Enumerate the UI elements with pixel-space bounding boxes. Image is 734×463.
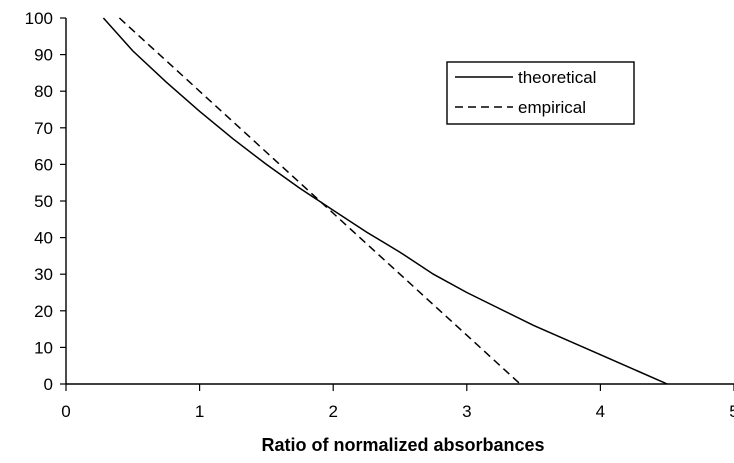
y-tick-label: 90 (34, 46, 53, 65)
x-axis-ticks: 0 1 2 3 4 5 (61, 384, 734, 421)
y-tick-label: 100 (25, 9, 53, 28)
x-tick-label: 0 (61, 402, 70, 421)
y-tick-label: 50 (34, 192, 53, 211)
x-axis-title: Ratio of normalized absorbances (261, 435, 544, 455)
x-tick-label: 4 (596, 402, 605, 421)
legend-label-empirical: empirical (518, 98, 586, 117)
y-tick-label: 80 (34, 82, 53, 101)
y-tick-label: 60 (34, 155, 53, 174)
y-tick-label: 10 (34, 338, 53, 357)
legend: theoretical empirical (446, 61, 635, 125)
y-axis-ticks: 0 10 20 30 40 50 60 70 80 90 100 (25, 9, 66, 394)
series-layer (102, 17, 668, 385)
y-tick-label: 30 (34, 265, 53, 284)
y-tick-label: 70 (34, 119, 53, 138)
x-tick-label: 1 (195, 402, 204, 421)
y-tick-label: 40 (34, 229, 53, 248)
x-tick-label: 5 (729, 402, 734, 421)
legend-box (446, 61, 635, 125)
x-tick-label: 3 (462, 402, 471, 421)
series-line-theoretical (102, 17, 668, 385)
x-tick-label: 2 (328, 402, 337, 421)
y-tick-label: 0 (44, 375, 53, 394)
legend-label-theoretical: theoretical (518, 68, 596, 87)
y-tick-label: 20 (34, 302, 53, 321)
